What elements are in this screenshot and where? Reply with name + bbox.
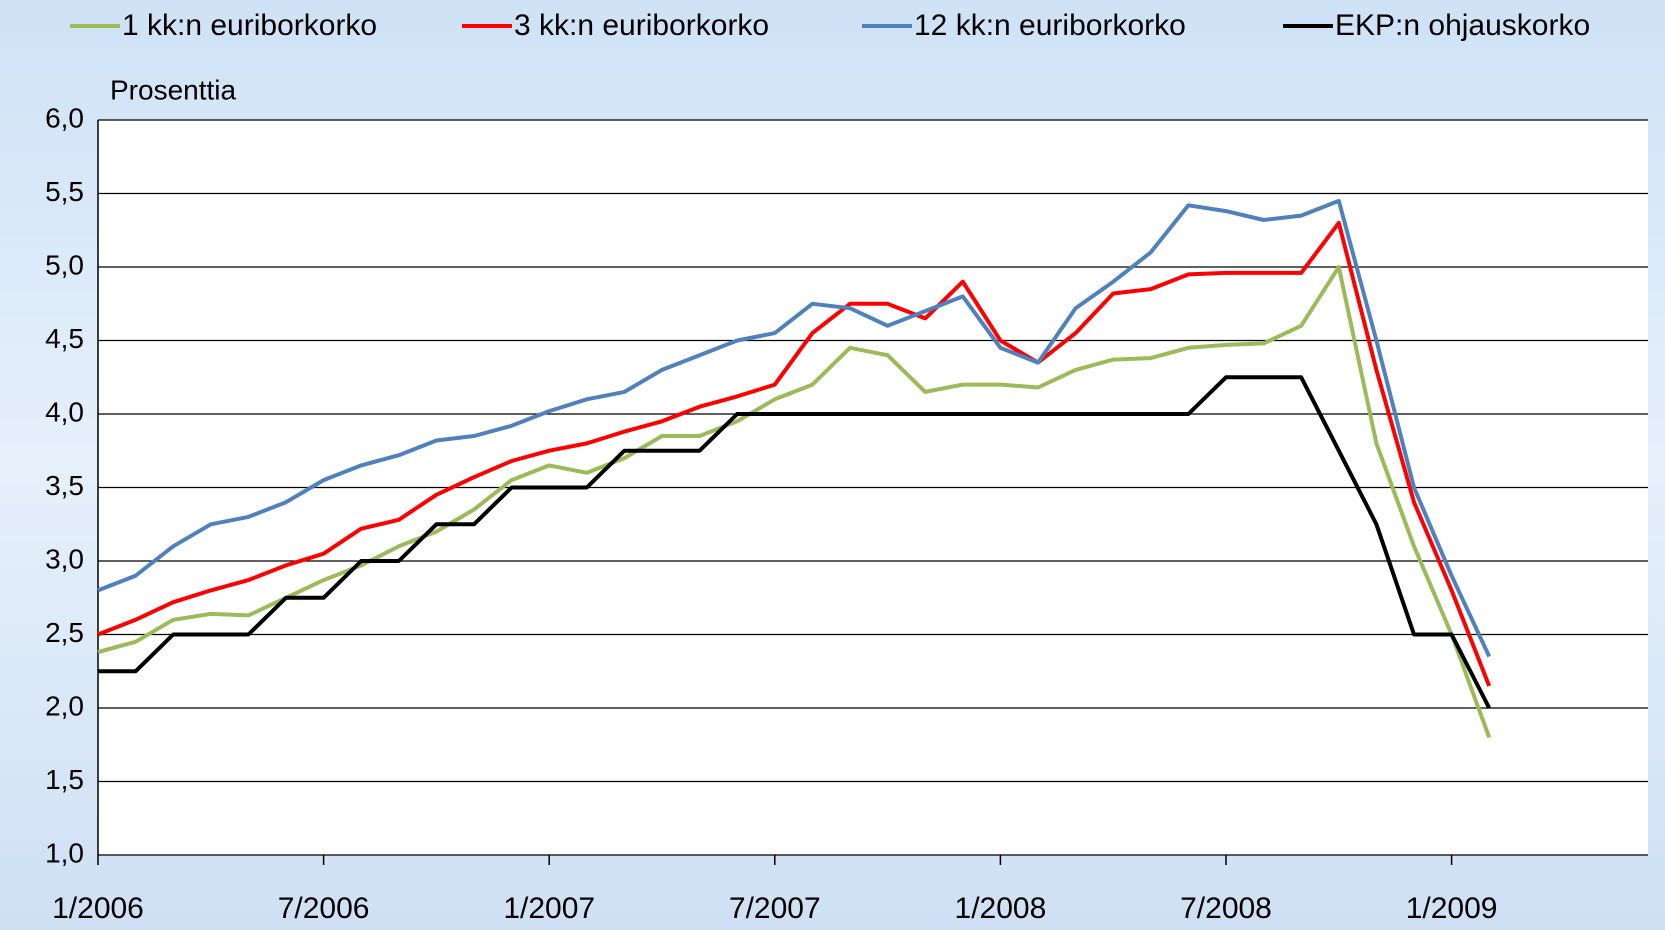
y-tick-label: 6,0 [45, 102, 84, 133]
chart: Prosenttia 1,0 1,5 2,0 2,5 3,0 3,5 4,0 4,5 5,0 5,… [0, 0, 1665, 930]
x-tick-label: 7/2007 [729, 892, 821, 925]
x-tick-label: 1/2008 [955, 892, 1047, 925]
y-tick-label: 3,0 [45, 543, 84, 574]
y-axis-label: Prosenttia [110, 74, 236, 105]
legend-label: 3 kk:n euriborkorko [514, 9, 769, 42]
y-tick-label: 2,5 [45, 617, 84, 648]
y-tick-label: 2,0 [45, 690, 84, 721]
legend-label: EKP:n ohjauskorko [1335, 9, 1590, 42]
y-tick-label: 5,5 [45, 176, 84, 207]
legend-label: 12 kk:n euriborkorko [914, 9, 1186, 42]
y-tick-label: 1,0 [45, 837, 84, 868]
x-tick-label: 1/2009 [1406, 892, 1498, 925]
y-tick-label: 4,5 [45, 323, 84, 354]
y-tick-label: 5,0 [45, 249, 84, 280]
page: {"chart_data": {"type": "line", "y_label… [0, 0, 1665, 930]
y-tick-label: 1,5 [45, 764, 84, 795]
legend-label: 1 kk:n euriborkorko [122, 9, 377, 42]
x-tick-label: 1/2006 [52, 892, 144, 925]
x-tick-label: 7/2008 [1180, 892, 1272, 925]
x-tick-label: 1/2007 [503, 892, 595, 925]
y-tick-label: 3,5 [45, 470, 84, 501]
x-tick-label: 7/2006 [278, 892, 370, 925]
y-tick-label: 4,0 [45, 396, 84, 427]
